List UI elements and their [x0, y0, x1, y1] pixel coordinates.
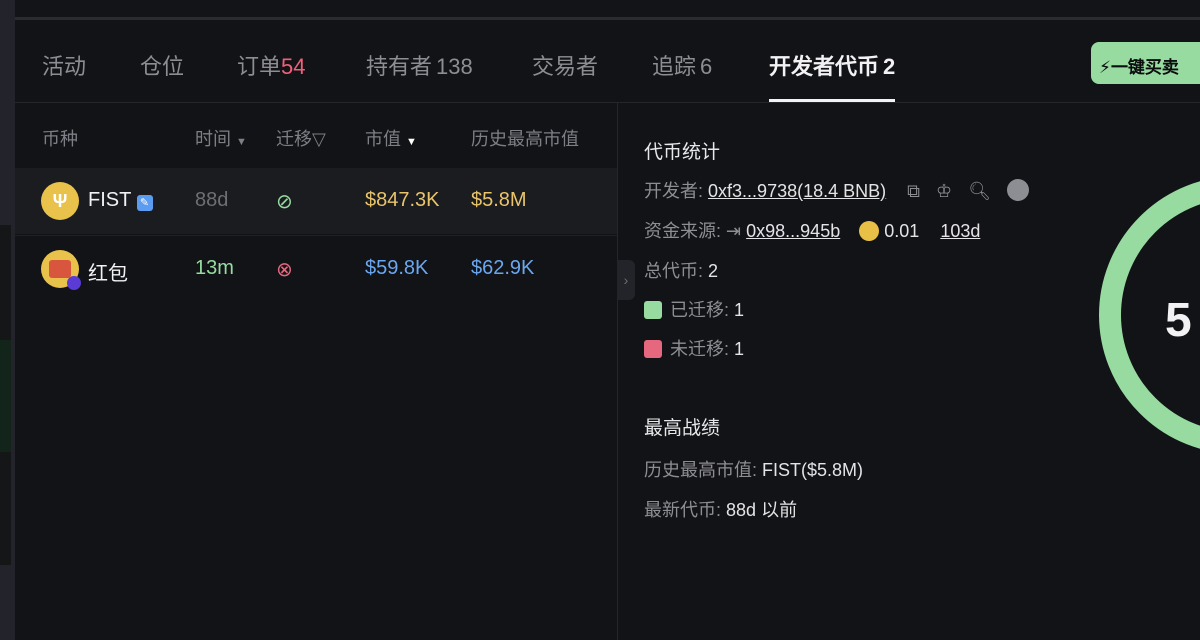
unmigrated-value: 1 [734, 339, 745, 359]
tab-traders[interactable]: 交易者 [532, 49, 598, 81]
tab-holders[interactable]: 持有者 138 [366, 49, 473, 81]
token-age: 13m [195, 257, 234, 279]
quick-trade-label: 一键买卖 [1110, 58, 1179, 77]
header-label: 时间 [195, 129, 231, 149]
chevron-right-icon: › [623, 272, 629, 288]
total-value: 2 [708, 261, 719, 281]
migrated-value: 1 [734, 300, 745, 320]
token-name-text: FIST [88, 189, 131, 211]
fund-label: 资金来源: [644, 221, 722, 241]
transfer-in-icon: ⇥ [726, 221, 742, 241]
migration-ring-chart [1099, 181, 1200, 449]
total-label: 总代币: [644, 261, 704, 281]
ath-line: 历史最高市值: FIST($5.8M) [644, 456, 863, 482]
sort-caret-icon: ▼ [236, 136, 247, 148]
top-bar [15, 0, 1200, 20]
fund-age-link[interactable]: 103d [940, 221, 981, 241]
header-migrated[interactable]: 迁移▽ [276, 125, 326, 151]
dev-tokens-table: 币种 时间 ▼ 迁移▽ 市值 ▼ 历史最高市值 Ψ FIST ✎ 88d ⊘ $… [15, 103, 617, 640]
filter-icon[interactable]: ▽ [312, 129, 326, 149]
table-row[interactable]: 红包 13m ⊗ $59.8K $62.9K [15, 235, 617, 301]
tab-dev-tokens[interactable]: 开发者代币 2 [769, 49, 896, 102]
tab-activity[interactable]: 活动 [42, 49, 86, 81]
developer-line: 开发者: 0xf3...9738(18.4 BNB) ⧉ ♔ 🔍︎ [644, 177, 1030, 203]
token-ath: $5.8M [471, 189, 527, 211]
token-age: 88d [195, 189, 229, 211]
latest-value: 88d 以前 [726, 500, 798, 520]
collapse-handle[interactable]: › [617, 260, 635, 300]
tab-label: 追踪 [652, 54, 697, 79]
migrated-label: 已迁移: [670, 300, 730, 320]
migrated-line: 已迁移: 1 [644, 296, 744, 322]
quick-trade-button[interactable]: ⚡一键买卖 [1091, 42, 1200, 84]
migrated-check-icon: ⊘ [276, 191, 293, 213]
fund-source-line: 资金来源: ⇥ 0x98...945b 0.01 103d [644, 217, 980, 243]
green-legend-swatch [644, 301, 662, 319]
ring-center-label: 5 [1165, 294, 1192, 347]
latest-label: 最新代币: [644, 500, 722, 520]
tab-label: 仓位 [140, 54, 185, 79]
sort-caret-icon: ▼ [406, 136, 417, 148]
tab-label: 持有者 [366, 54, 433, 79]
search-icon[interactable]: 🔍︎ [968, 181, 992, 201]
token-mcap: $847.3K [365, 189, 440, 211]
ath-value: FIST($5.8M) [762, 460, 864, 480]
fund-amount: 0.01 [884, 221, 920, 241]
best-record-title: 最高战绩 [644, 418, 721, 439]
tab-count: 6 [700, 54, 713, 79]
tab-count: 138 [436, 54, 473, 79]
header-coin: 币种 [42, 129, 78, 149]
copy-icon[interactable]: ⧉ [907, 181, 921, 201]
latest-token-line: 最新代币: 88d 以前 [644, 496, 797, 522]
fund-address-link[interactable]: 0x98...945b [746, 221, 841, 241]
dev-label: 开发者: [644, 181, 704, 201]
token-name: FIST ✎ [88, 189, 153, 212]
tab-positions[interactable]: 仓位 [140, 49, 184, 81]
tab-orders[interactable]: 订单54 [237, 49, 306, 81]
table-row[interactable]: Ψ FIST ✎ 88d ⊘ $847.3K $5.8M [15, 168, 617, 234]
header-ath: 历史最高市值 [471, 129, 579, 149]
left-sidebar-strip [0, 0, 15, 640]
token-avatar [41, 250, 81, 290]
verified-icon: ✎ [136, 195, 153, 211]
header-label: 市值 [365, 129, 401, 149]
panel-divider [617, 103, 618, 640]
dev-address-link[interactable]: 0xf3...9738 [708, 181, 798, 201]
tab-label: 活动 [42, 54, 87, 79]
tab-count: 2 [883, 54, 896, 79]
tab-count: 54 [281, 54, 306, 79]
tab-tracking[interactable]: 追踪 6 [652, 49, 712, 81]
token-avatar: Ψ [41, 182, 79, 220]
dev-balance-link[interactable]: (18.4 BNB) [797, 181, 887, 201]
dev-tokens-panel: 活动 仓位 订单54 持有者 138 交易者 追踪 6 开发者代币 2 ⚡一键买卖 币… [15, 23, 1200, 640]
chart-icon[interactable] [1007, 179, 1030, 201]
tab-bar: 活动 仓位 订单54 持有者 138 交易者 追踪 6 开发者代币 2 ⚡一键买卖 [15, 23, 1200, 103]
header-time[interactable]: 时间 ▼ [195, 125, 247, 151]
stats-title: 代币统计 [644, 142, 721, 163]
tab-label: 开发者代币 [769, 54, 880, 79]
token-name: 红包 [88, 263, 128, 285]
bnb-coin-icon [859, 221, 880, 241]
not-migrated-x-icon: ⊗ [276, 259, 293, 281]
pink-legend-swatch [644, 340, 662, 358]
ring-migrated-arc [1099, 181, 1200, 449]
tab-label: 订单 [237, 54, 282, 79]
header-mcap[interactable]: 市值 ▼ [365, 125, 417, 151]
chef-hat-icon[interactable]: ♔ [936, 181, 953, 201]
total-tokens-line: 总代币: 2 [644, 257, 718, 283]
unmigrated-label: 未迁移: [670, 339, 730, 359]
header-label: 迁移 [276, 129, 312, 149]
lightning-icon: ⚡ [1099, 58, 1111, 77]
token-ath: $62.9K [471, 257, 535, 279]
tab-label: 交易者 [532, 54, 599, 79]
unmigrated-line: 未迁移: 1 [644, 335, 744, 361]
ath-label: 历史最高市值: [644, 460, 758, 480]
token-mcap: $59.8K [365, 257, 429, 279]
